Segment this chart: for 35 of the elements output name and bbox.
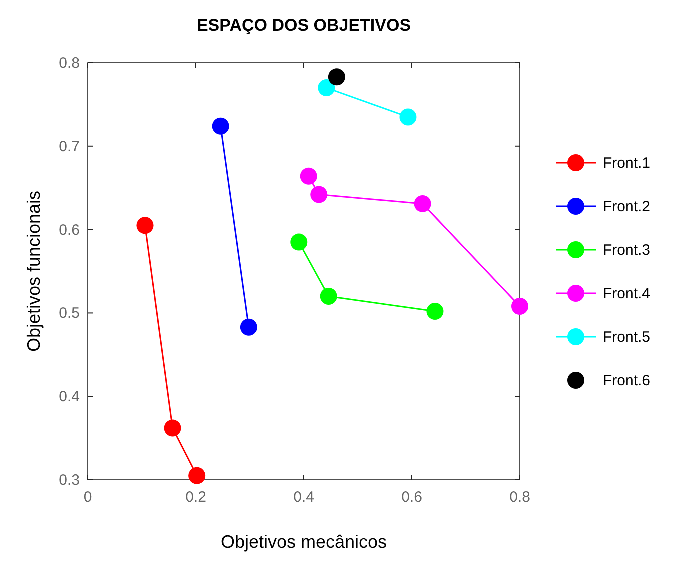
y-tick-label: 0.6 [59, 222, 80, 239]
point [414, 195, 432, 212]
point [164, 420, 182, 437]
legend-label: Front.5 [603, 329, 651, 346]
point [136, 217, 154, 234]
y-tick-label: 0.8 [59, 55, 80, 72]
y-tick-label: 0.4 [59, 388, 80, 406]
legend-label: Front.2 [603, 198, 651, 216]
y-axis-title: Objetivos funcionais [24, 190, 44, 352]
legend-label: Front.1 [603, 155, 651, 172]
point [318, 80, 336, 97]
x-tick-label: 0.4 [294, 489, 314, 506]
point [426, 303, 444, 320]
x-axis-title: Objetivos mecânicos [220, 532, 388, 552]
x-tick-label: 0.6 [402, 489, 422, 506]
point [300, 168, 318, 185]
x-tick-label: 0.8 [510, 489, 530, 506]
point [212, 118, 230, 135]
point [512, 298, 528, 316]
point [400, 108, 417, 126]
x-tick-label: 0.2 [186, 489, 206, 506]
y-tick-label: 0.5 [59, 305, 80, 322]
point [290, 234, 308, 251]
point [320, 288, 338, 306]
y-tick-label: 0.3 [59, 472, 80, 489]
x-tick-label: 0 [84, 489, 92, 506]
y-tick-label: 0.7 [59, 138, 80, 156]
point [240, 318, 258, 336]
point [310, 186, 328, 204]
chart-title: ESPAÇO DOS OBJETIVOS [196, 16, 412, 35]
legend-label: Front.3 [603, 242, 651, 259]
legend-label: Front.4 [603, 286, 651, 302]
legend-label: Front.6 [603, 372, 651, 390]
point [328, 68, 346, 86]
point [188, 467, 206, 484]
